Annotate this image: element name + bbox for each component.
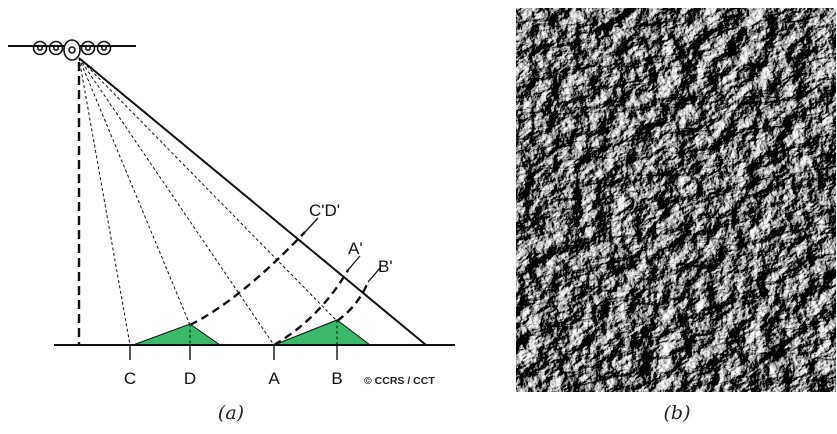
label-c-prime-d-prime: C'D': [309, 201, 340, 220]
caption-a: (a): [218, 402, 244, 424]
label-b: B: [331, 369, 342, 388]
label-a: A: [268, 369, 280, 388]
range-arcs: [189, 231, 370, 347]
caption-b: (b): [664, 402, 691, 424]
far-range-line: [78, 57, 427, 346]
label-d: D: [184, 369, 196, 388]
terrain-hill-left: [132, 323, 222, 346]
label-c: C: [124, 369, 136, 388]
hill-top-markers: [189, 320, 338, 345]
sar-mountain-image: [516, 8, 836, 392]
ground-ticks: [129, 345, 338, 360]
label-a-prime: A': [348, 239, 363, 258]
range-rays: [78, 57, 338, 346]
terrain-hill-right: [273, 319, 372, 346]
airplane-icon: [8, 39, 136, 61]
label-leaders: [304, 217, 381, 283]
label-b-prime: B': [378, 257, 393, 276]
radar-geometry-diagram: C D A B C'D' A' B' © CCRS / CCT: [8, 39, 455, 388]
copyright-text: © CCRS / CCT: [364, 375, 435, 387]
